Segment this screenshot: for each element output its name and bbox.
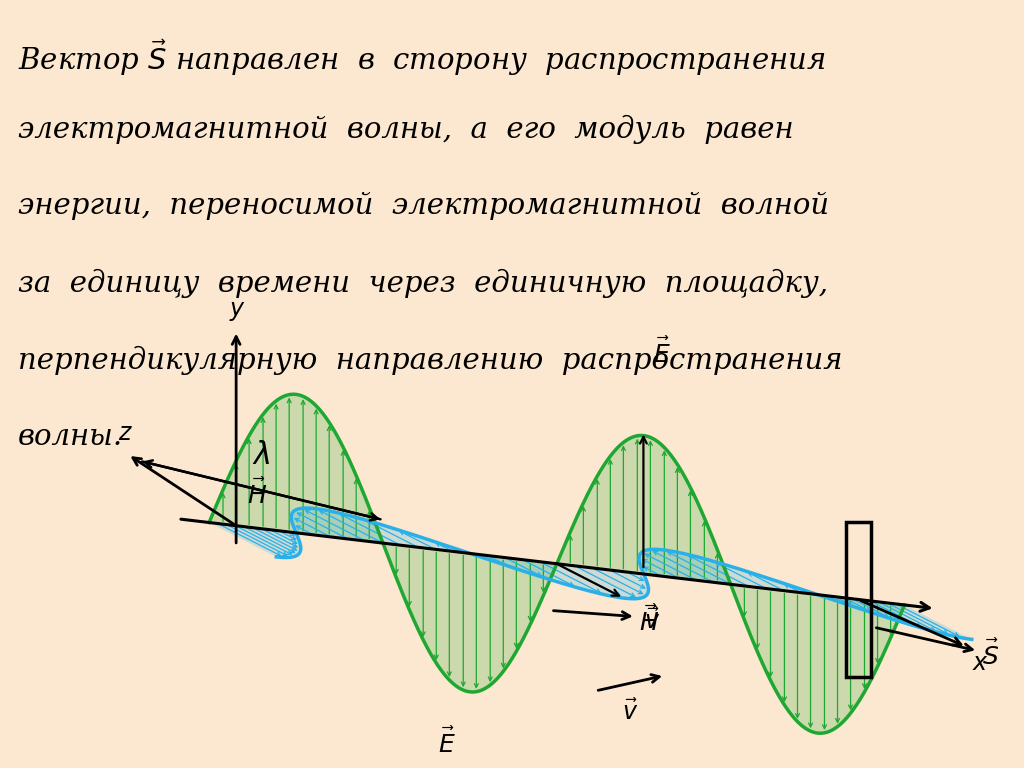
Text: y: y bbox=[229, 296, 243, 321]
Text: $\vec{S}$: $\vec{S}$ bbox=[982, 640, 998, 670]
Text: $\vec{E}$: $\vec{E}$ bbox=[653, 338, 671, 368]
Polygon shape bbox=[731, 584, 904, 733]
Text: $\vec{H}$: $\vec{H}$ bbox=[248, 479, 267, 509]
Text: $\vec{v}$: $\vec{v}$ bbox=[623, 699, 638, 725]
Text: $\vec{H}$: $\vec{H}$ bbox=[639, 606, 659, 636]
Text: волны.: волны. bbox=[18, 423, 123, 451]
Text: z: z bbox=[118, 421, 130, 445]
Polygon shape bbox=[470, 554, 648, 599]
Text: энергии,  переносимой  электромагнитной  волной: энергии, переносимой электромагнитной во… bbox=[18, 192, 829, 220]
Text: Вектор $\vec{S}$ направлен  в  сторону  распространения: Вектор $\vec{S}$ направлен в сторону рас… bbox=[18, 38, 825, 78]
Text: за  единицу  времени  через  единичную  площадку,: за единицу времени через единичную площа… bbox=[18, 269, 828, 298]
Polygon shape bbox=[639, 549, 819, 595]
Polygon shape bbox=[818, 594, 972, 640]
Polygon shape bbox=[383, 543, 557, 692]
Polygon shape bbox=[209, 522, 301, 558]
Text: перпендикулярную  направлению  распространения: перпендикулярную направлению распростран… bbox=[18, 346, 843, 375]
Text: $\vec{E}$: $\vec{E}$ bbox=[438, 727, 456, 757]
Text: электромагнитной  волны,  а  его  модуль  равен: электромагнитной волны, а его модуль рав… bbox=[18, 115, 794, 144]
Polygon shape bbox=[291, 508, 471, 554]
Polygon shape bbox=[210, 394, 383, 544]
Polygon shape bbox=[557, 435, 731, 586]
Text: $\lambda$: $\lambda$ bbox=[252, 442, 270, 471]
Text: x: x bbox=[973, 650, 986, 675]
Text: $\vec{v}$: $\vec{v}$ bbox=[644, 609, 659, 634]
